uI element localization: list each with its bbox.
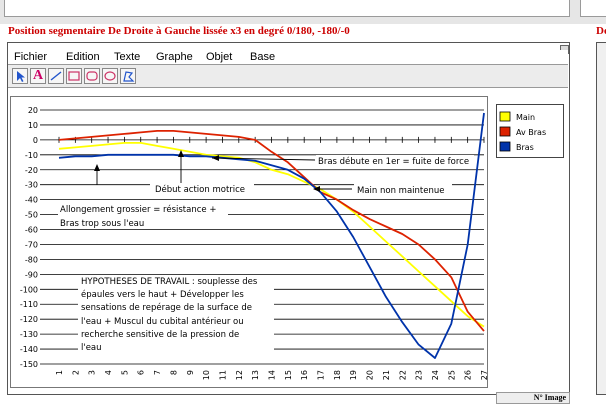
chart-legend [496,104,564,158]
oval-tool-icon[interactable] [102,68,118,84]
menu-fichier[interactable]: Fichier [14,51,48,63]
menu-graphe[interactable]: Graphe [156,51,193,63]
previous-window-bottom [4,0,570,17]
menu-edition[interactable]: Edition [66,51,100,63]
window-title[interactable]: Position segmentaire De Droite à Gauche … [8,25,350,37]
tool-palette: A [8,65,568,88]
menu-texte[interactable]: Texte [114,51,141,63]
plot-area [10,96,488,388]
right-window-edge [596,42,606,395]
image-number-caption: N° Image [496,392,570,404]
rounded-rectangle-tool-icon[interactable] [84,68,100,84]
right-window-title[interactable]: De [596,25,606,37]
menu-bar: Fichier Edition Texte Graphe Objet Base [8,50,568,65]
arrow-pointer-icon[interactable] [12,68,28,84]
previous-window-bottom-right [580,0,606,17]
menu-base[interactable]: Base [250,51,276,63]
polygon-tool-icon[interactable] [120,68,136,84]
text-tool-icon[interactable]: A [30,68,46,84]
line-tool-icon[interactable] [48,68,64,84]
menu-objet[interactable]: Objet [206,51,233,63]
rectangle-tool-icon[interactable] [66,68,82,84]
